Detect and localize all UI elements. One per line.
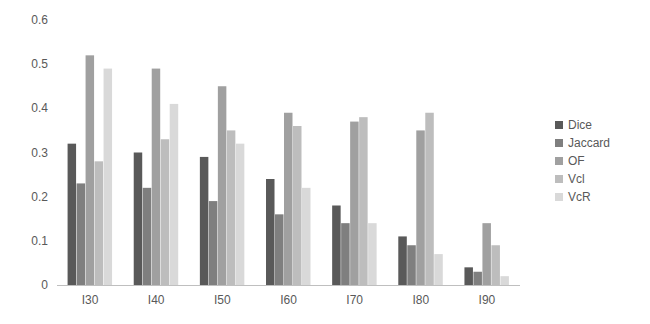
legend-label: Vcl [568,172,585,186]
chart-container: 0 0.1 0.2 0.3 0.4 0.5 0.6 I30 I40 I50 I60 I70 I80 I90… [0,0,650,324]
bar [170,104,178,285]
bar [500,276,508,285]
bar [68,144,76,285]
y-tick-label: 0.3 [31,146,48,160]
bar [491,245,499,285]
x-axis [57,285,520,286]
bar [209,201,217,285]
y-tick-label: 0.4 [31,101,48,115]
y-tick-label: 0.5 [31,57,48,71]
y-tick-label: 0 [41,278,48,292]
bar [95,161,103,285]
bar [86,55,94,285]
legend-swatch [555,121,563,129]
x-tick-label: I70 [346,293,363,307]
x-tick-label: I30 [82,293,99,307]
bar [302,188,310,285]
bar [293,126,301,285]
bar [134,153,142,286]
bar [368,223,376,285]
legend-label: VcR [568,190,591,204]
legend-label: Jaccard [568,136,610,150]
bar [227,130,235,285]
bar [332,206,340,286]
bar [473,272,481,285]
legend-label: OF [568,154,585,168]
bar [359,117,367,285]
bar [161,139,169,285]
bar [464,267,472,285]
bar [341,223,349,285]
y-tick-label: 0.1 [31,234,48,248]
bar [407,245,415,285]
x-tick-label: I50 [214,293,231,307]
bar [398,236,406,285]
x-tick-label: I90 [479,293,496,307]
bar [236,144,244,285]
legend-swatch [555,193,563,201]
bars [68,55,509,285]
bar [425,113,433,285]
x-tick-label: I80 [412,293,429,307]
legend-swatch [555,139,563,147]
bar [266,179,274,285]
legend-label: Dice [568,118,592,132]
y-tick-label: 0.6 [31,13,48,27]
y-tick-label: 0.2 [31,190,48,204]
bar [434,254,442,285]
bar [104,69,112,285]
bar [284,113,292,285]
bar [416,130,424,285]
x-tick-label: I60 [280,293,297,307]
bar [143,188,151,285]
chart-svg: 0 0.1 0.2 0.3 0.4 0.5 0.6 I30 I40 I50 I60 I70 I80 I90… [0,0,650,324]
legend-swatch [555,157,563,165]
x-tick-label: I40 [148,293,165,307]
bar [200,157,208,285]
bar [77,183,85,285]
legend-swatch [555,175,563,183]
bar [152,69,160,285]
bar [218,86,226,285]
bar [350,122,358,285]
bar [275,214,283,285]
bar [482,223,490,285]
